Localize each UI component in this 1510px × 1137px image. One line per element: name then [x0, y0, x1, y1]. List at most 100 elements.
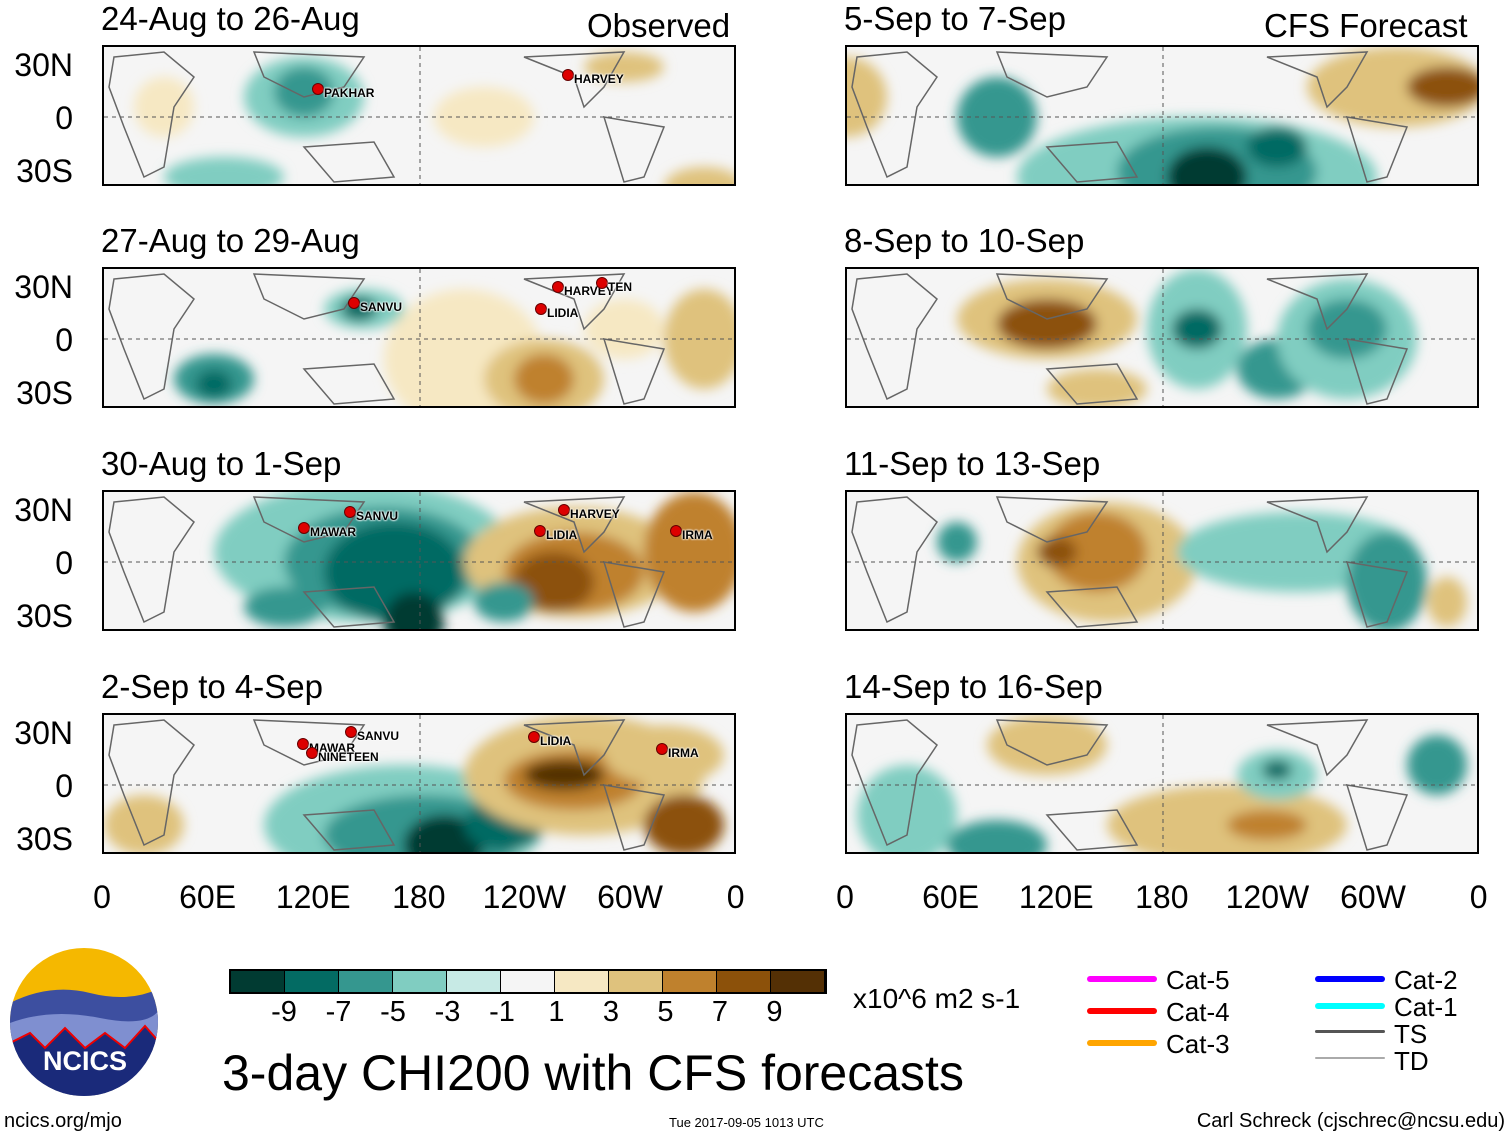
anomaly-contour [474, 582, 534, 622]
lat-label: 30N [14, 492, 73, 528]
anomaly-contour [244, 587, 324, 627]
continents [108, 719, 666, 851]
anomaly-contour [1227, 810, 1307, 840]
map-panel: SANVU HARVEY TEN LIDIA [102, 267, 736, 408]
colorbar-label: 3 [602, 996, 620, 1028]
anomaly-contour [1247, 127, 1307, 167]
legend-line-cat-4 [1087, 1008, 1157, 1014]
hurricane-icon [298, 522, 310, 534]
lon-label: 180 [1135, 879, 1189, 915]
panel-title: 8-Sep to 10-Sep [844, 222, 1085, 259]
storm-label: IRMA [668, 746, 699, 760]
anomaly-contour [1262, 760, 1292, 780]
logo-text: NCICS [43, 1046, 127, 1076]
hurricane-icon [348, 297, 360, 309]
panel-title: 2-Sep to 4-Sep [101, 668, 323, 705]
anomaly-contour [1427, 577, 1467, 627]
continents [851, 273, 1409, 405]
hurricane-icon [297, 738, 309, 750]
map-panel: SANVU MAWAR HARVEY LIDIA IRMA [102, 490, 736, 631]
anomaly-contour [196, 370, 232, 398]
colorbar [229, 969, 827, 994]
storm-label: NINETEEN [318, 750, 379, 764]
anomaly-contour [1307, 47, 1477, 127]
anomaly-contour [1307, 299, 1387, 359]
anomaly-contour [384, 592, 444, 629]
colorbar-label: 7 [711, 996, 729, 1028]
colorbar-label: -5 [380, 996, 406, 1028]
anomaly-contour [604, 725, 724, 785]
lat-label: 30S [16, 375, 73, 411]
continents [851, 719, 1409, 851]
lat-label: 30N [14, 47, 73, 83]
map-panel: PAKHAR HARVEY [102, 45, 736, 186]
legend-label: TD [1394, 1046, 1429, 1076]
anomaly-contour [584, 299, 664, 359]
anomaly-contour [524, 760, 604, 790]
hurricane-icon [312, 83, 324, 95]
lat-label: 30S [16, 821, 73, 857]
footer-url[interactable]: ncics.org/mjo [4, 1110, 122, 1132]
hurricane-icon [306, 747, 318, 759]
continents [108, 273, 666, 405]
lon-label: 0 [93, 879, 111, 915]
anomaly-contour [514, 354, 574, 404]
storm-label: LIDIA [546, 528, 578, 542]
lon-label: 60W [1340, 879, 1406, 915]
anomaly-contour [584, 52, 664, 82]
lon-label: 120E [1018, 879, 1094, 915]
lat-label: 0 [55, 545, 73, 581]
lat-label: 30N [14, 715, 73, 751]
anomaly-contour [644, 492, 734, 612]
colorbar-swatch [339, 971, 393, 992]
legend-label: Cat-1 [1394, 992, 1458, 1022]
ncics-logo: NCICS [10, 948, 158, 1096]
storm-label: MAWAR [309, 741, 355, 755]
map-panel [845, 490, 1479, 631]
observed-header: Observed [587, 7, 731, 44]
lon-label: 60W [597, 879, 663, 915]
storm-label: SANVU [357, 729, 400, 743]
anomaly-contour [987, 715, 1107, 775]
lat-label: 30N [14, 269, 73, 305]
anomaly-contour [1347, 532, 1427, 629]
footer-timestamp: Tue 2017-09-05 1013 UTC [669, 1115, 824, 1130]
map-panel: SANVU MAWAR NINETEEN LIDIA IRMA [102, 713, 736, 854]
legend-line-td [1315, 1057, 1385, 1059]
panel-title: 11-Sep to 13-Sep [844, 445, 1101, 482]
hurricane-icon [670, 525, 682, 537]
anomaly-contour [1037, 537, 1077, 567]
colorbar-label: 9 [766, 996, 783, 1028]
anomaly-contour [514, 552, 594, 612]
lon-label: 120W [482, 879, 567, 915]
colorbar-swatch [609, 971, 663, 992]
colorbar-label: -3 [434, 996, 461, 1028]
colorbar-units: x10^6 m2 s-1 [853, 983, 1021, 1014]
lon-label: 60E [922, 879, 980, 915]
lat-label: 30S [16, 598, 73, 634]
anomaly-contour [1167, 147, 1247, 184]
lon-label: 120W [1225, 879, 1310, 915]
storm-label: MAWAR [310, 525, 356, 539]
continents [851, 51, 1409, 183]
colorbar-swatch [771, 971, 825, 992]
legend-line-ts [1315, 1030, 1385, 1033]
map-panel [845, 45, 1479, 186]
anomaly-contour [857, 765, 957, 852]
storm-label: LIDIA [547, 306, 579, 320]
anomaly-contour [134, 77, 194, 137]
legend-label: Cat-5 [1166, 965, 1230, 995]
legend-line-cat-3 [1087, 1040, 1157, 1046]
hurricane-icon [345, 726, 357, 738]
lat-label: 0 [55, 322, 73, 358]
hurricane-icon [596, 277, 608, 289]
storm-label: SANVU [360, 300, 403, 314]
storm-label: SANVU [356, 509, 399, 523]
anomaly-contour [404, 815, 484, 852]
colorbar-swatch [447, 971, 501, 992]
lon-label: 0 [1469, 879, 1488, 915]
lon-label: 120E [275, 879, 351, 915]
colorbar-swatch [285, 971, 339, 992]
hurricane-icon [534, 525, 546, 537]
